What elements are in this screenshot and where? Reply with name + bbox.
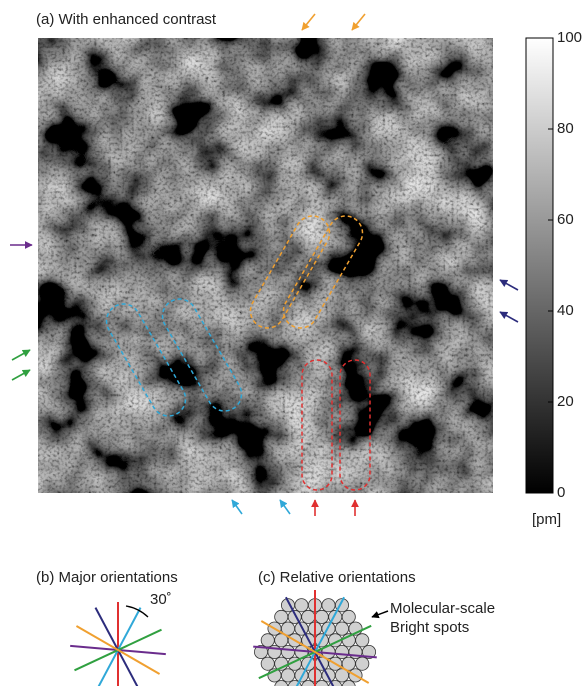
angle-arc: [125, 605, 149, 618]
molecule: [341, 609, 356, 624]
panel-title: (b) Major orientations: [36, 569, 178, 586]
molecule: [314, 609, 329, 624]
colorbar-unit: [pm]: [532, 511, 561, 528]
molecule: [260, 656, 275, 671]
colorbar: [525, 37, 554, 494]
molecule: [355, 656, 370, 671]
stm-image: [38, 38, 493, 493]
molecule: [260, 633, 275, 648]
molecule: [321, 598, 336, 613]
annotation-arrow: [371, 610, 389, 619]
colorbar-tick-label: 60: [557, 211, 574, 228]
molecular-lattice: [253, 590, 377, 691]
molecule: [334, 645, 349, 660]
panel-title: (a) With enhanced contrast: [36, 11, 217, 28]
colorbar-tick-label: 80: [557, 120, 574, 137]
molecule: [274, 609, 289, 624]
colorbar-tick-label: 0: [557, 484, 565, 501]
direction-arrows: [10, 13, 519, 516]
colorbar-tick-label: 40: [557, 302, 574, 319]
orientation-line: [260, 620, 370, 684]
molecule: [334, 621, 349, 636]
molecule: [294, 598, 309, 613]
orientation-line: [75, 625, 161, 675]
annotation-text: Bright spots: [390, 619, 469, 636]
molecule: [301, 609, 316, 624]
molecule: [280, 645, 295, 660]
colorbar-tick-label: 20: [557, 393, 574, 410]
molecule: [355, 633, 370, 648]
orientation-lines: [70, 602, 166, 691]
molecule: [361, 645, 376, 660]
angle-label: 30˚: [150, 591, 172, 608]
panel-title: (c) Relative orientations: [258, 569, 416, 586]
annotation-text: Molecular-scale: [390, 600, 495, 617]
molecule: [280, 668, 295, 683]
colorbar-tick-label: 100: [557, 29, 582, 46]
